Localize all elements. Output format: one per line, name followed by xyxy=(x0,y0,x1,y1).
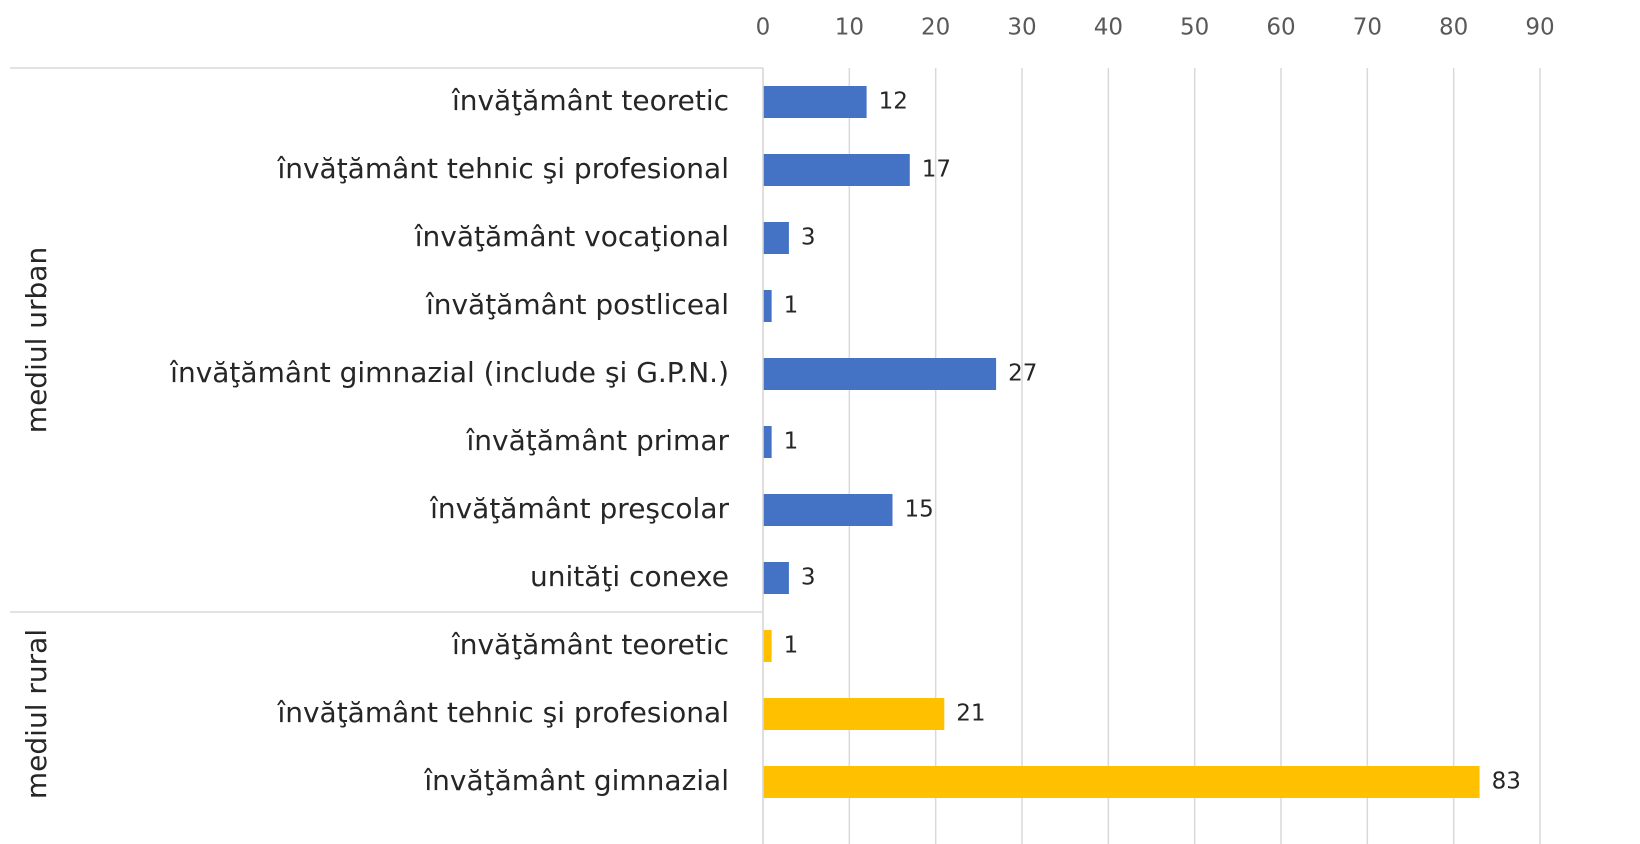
bar xyxy=(763,562,789,594)
value-label: 3 xyxy=(801,225,816,251)
value-label: 21 xyxy=(956,701,985,727)
x-tick-label: 20 xyxy=(921,15,950,41)
category-label: învăţământ vocaţional xyxy=(414,220,729,253)
x-tick-label: 60 xyxy=(1266,15,1295,41)
bar xyxy=(763,426,772,458)
value-label: 1 xyxy=(784,633,799,659)
category-label: învăţământ gimnazial (include şi G.P.N.) xyxy=(169,356,729,389)
category-label: învăţământ preşcolar xyxy=(429,492,729,525)
group-label: mediul urban xyxy=(20,247,53,433)
value-label: 17 xyxy=(922,157,951,183)
bar xyxy=(763,154,910,186)
x-tick-label: 10 xyxy=(835,15,864,41)
value-label: 12 xyxy=(879,89,908,115)
category-label: învăţământ primar xyxy=(466,424,730,457)
category-label: învăţământ teoretic xyxy=(451,628,729,661)
bar xyxy=(763,698,945,730)
bar xyxy=(763,630,772,662)
category-label: unităţi conexe xyxy=(530,560,729,593)
x-tick-label: 50 xyxy=(1180,15,1209,41)
bar xyxy=(763,766,1480,798)
x-tick-label: 90 xyxy=(1525,15,1554,41)
bar xyxy=(763,358,997,390)
category-label: învăţământ teoretic xyxy=(451,84,729,117)
value-label: 1 xyxy=(784,429,799,455)
category-label: învăţământ tehnic şi profesional xyxy=(276,696,729,729)
bar xyxy=(763,86,867,118)
x-tick-label: 70 xyxy=(1353,15,1382,41)
group-label: mediul rural xyxy=(20,629,53,799)
value-label: 15 xyxy=(905,497,934,523)
bar xyxy=(763,290,772,322)
x-tick-label: 40 xyxy=(1094,15,1123,41)
value-label: 3 xyxy=(801,565,816,591)
x-tick-label: 80 xyxy=(1439,15,1468,41)
category-label: învăţământ tehnic şi profesional xyxy=(276,152,729,185)
bar xyxy=(763,494,893,526)
category-label: învăţământ gimnazial xyxy=(423,764,729,797)
value-label: 83 xyxy=(1492,769,1521,795)
value-label: 1 xyxy=(784,293,799,319)
value-label: 27 xyxy=(1008,361,1037,387)
category-label: învăţământ postliceal xyxy=(425,288,729,321)
x-tick-label: 0 xyxy=(756,15,771,41)
bar xyxy=(763,222,789,254)
x-tick-label: 30 xyxy=(1007,15,1036,41)
